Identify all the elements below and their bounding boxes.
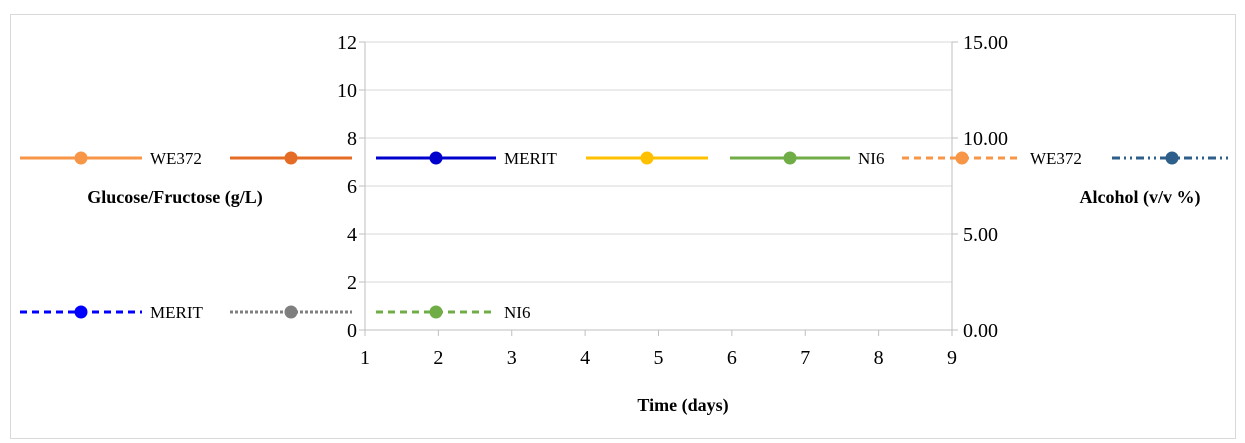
- legend-marker: [284, 151, 298, 165]
- legend-entry: MERIT: [376, 149, 558, 168]
- legend-entry: [230, 151, 352, 165]
- y2-axis-title: Alcohol (v/v %): [1080, 187, 1201, 208]
- legend-marker: [1165, 151, 1179, 165]
- x-tick-label: 1: [360, 347, 370, 369]
- x-tick-label: 7: [800, 347, 810, 369]
- y2-tick-label: 10.00: [963, 128, 1008, 150]
- legend-label: NI6: [504, 303, 530, 322]
- x-tick-label: 4: [580, 347, 590, 369]
- legend-label: WE372: [150, 149, 202, 168]
- x-tick-label: 6: [727, 347, 737, 369]
- y2-tick-label: 15.00: [963, 32, 1008, 54]
- legend-entry: WE372: [20, 149, 202, 168]
- y-tick-label: 12: [337, 32, 357, 54]
- y2-tick-label: 0.00: [963, 320, 998, 342]
- legend-entry: [230, 305, 352, 319]
- y-axis-ticks: 0 2 4 6 8 10 12: [337, 32, 357, 342]
- legend-marker: [955, 151, 969, 165]
- legend-marker: [783, 151, 797, 165]
- chart-frame: [10, 14, 1236, 439]
- y-tick-label: 10: [337, 80, 357, 102]
- y-tick-label: 8: [347, 128, 357, 150]
- x-tick-label: 2: [433, 347, 443, 369]
- legend-label: NI6: [858, 149, 884, 168]
- axes: [359, 41, 958, 336]
- legend-label: WE372: [1030, 149, 1082, 168]
- legend-entry: [1112, 151, 1232, 165]
- legend-marker: [640, 151, 654, 165]
- legend-marker: [429, 305, 443, 319]
- legend-label: MERIT: [150, 303, 204, 322]
- y-axis-title: Glucose/Fructose (g/L): [87, 187, 262, 208]
- legend-marker: [429, 151, 443, 165]
- y-tick-label: 4: [347, 224, 357, 246]
- y-tick-label: 2: [347, 272, 357, 294]
- legend-entry: [586, 151, 708, 165]
- y2-tick-label: 5.00: [963, 224, 998, 246]
- gridlines: [365, 41, 952, 283]
- x-axis-title: Time (days): [637, 395, 728, 416]
- x-tick-label: 8: [874, 347, 884, 369]
- legend: WE372 MERIT NI6 WE372 MERIT NI6: [20, 149, 1232, 322]
- x-tick-label: 3: [507, 347, 517, 369]
- legend-marker: [284, 305, 298, 319]
- y-tick-label: 6: [347, 176, 357, 198]
- legend-marker: [74, 305, 88, 319]
- x-tick-label: 9: [947, 347, 957, 369]
- y2-axis-ticks: 0.00 5.00 10.00 15.00: [963, 32, 1008, 342]
- legend-entry: NI6: [376, 303, 530, 322]
- legend-entry: NI6: [730, 149, 884, 168]
- x-axis-ticks: 1 2 3 4 5 6 7 8 9: [360, 347, 957, 369]
- legend-entry: MERIT: [20, 303, 204, 322]
- y-tick-label: 0: [347, 320, 357, 342]
- legend-label: MERIT: [504, 149, 558, 168]
- legend-entry: WE372: [902, 149, 1082, 168]
- x-tick-label: 5: [654, 347, 664, 369]
- legend-marker: [74, 151, 88, 165]
